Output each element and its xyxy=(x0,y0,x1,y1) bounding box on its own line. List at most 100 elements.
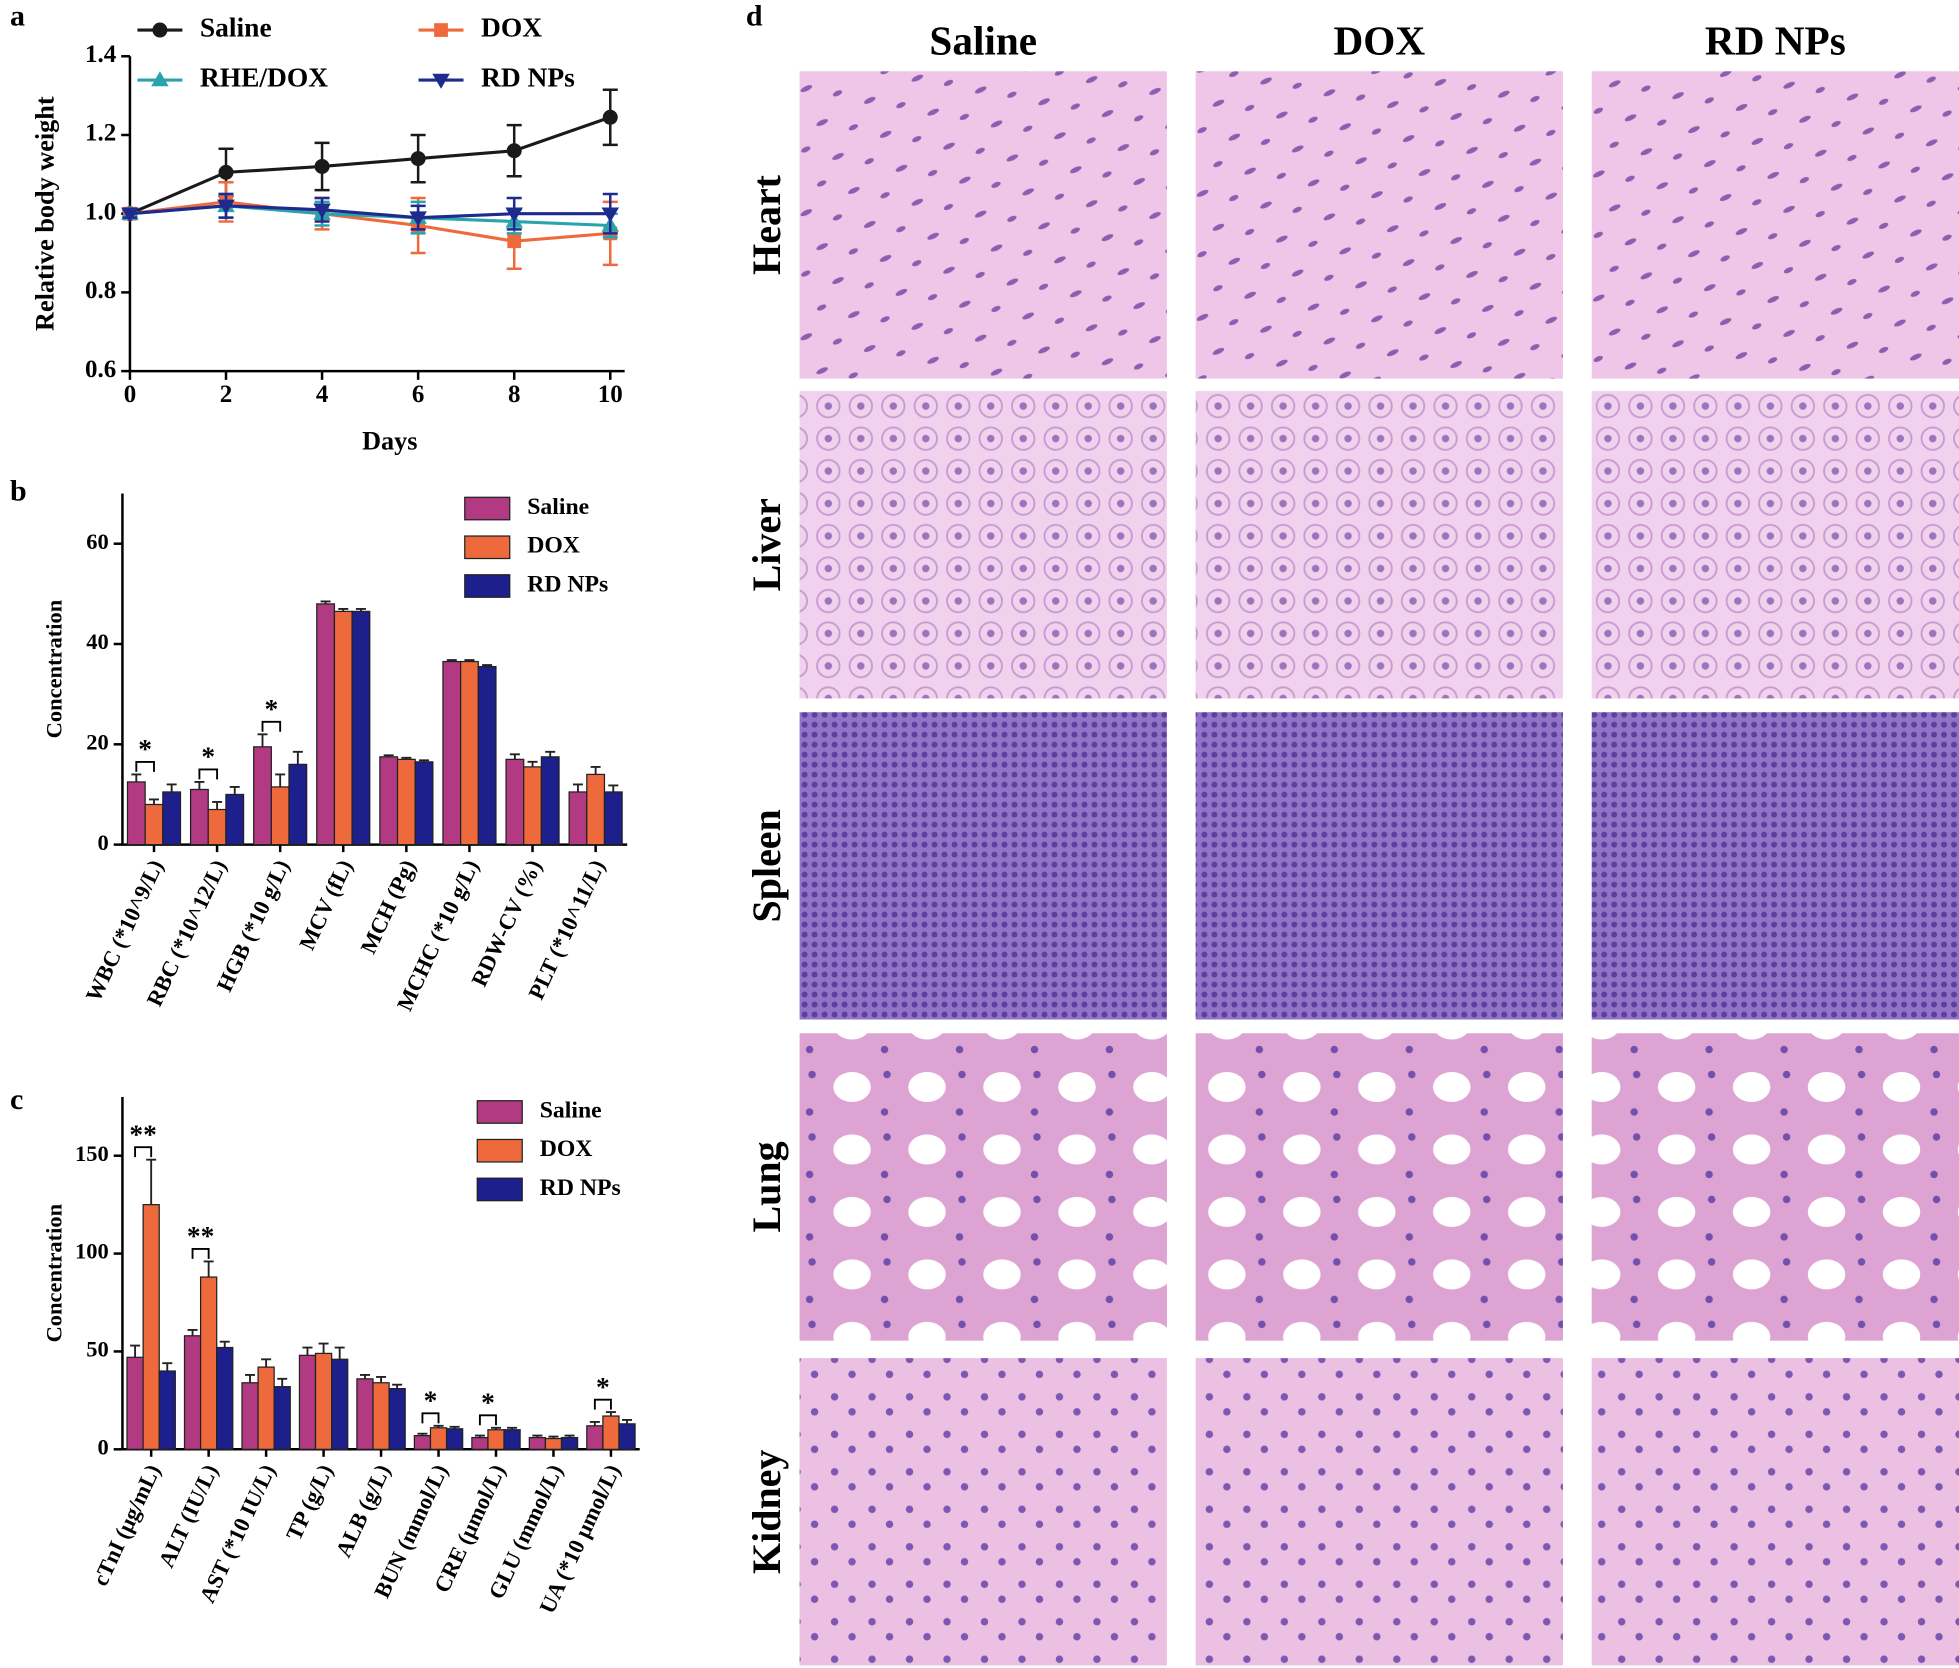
series-line xyxy=(129,200,611,243)
histology-image xyxy=(1195,712,1563,1020)
marker xyxy=(121,207,139,223)
bar xyxy=(568,791,588,846)
error-bar xyxy=(605,1411,616,1417)
error-bar xyxy=(131,773,142,782)
error-bar xyxy=(261,1358,272,1368)
y-tick-label: 60 xyxy=(86,529,108,554)
bar xyxy=(216,1346,234,1450)
bar xyxy=(603,791,623,846)
error-bar xyxy=(334,1346,345,1360)
error-bar xyxy=(194,780,205,790)
column-header: DOX xyxy=(1333,17,1425,63)
legend-label: DOX xyxy=(540,1136,593,1162)
significance-label: * xyxy=(596,1372,610,1402)
significance-bracket xyxy=(135,760,155,772)
panel-label: d xyxy=(746,0,763,33)
y-tick-label: 1.2 xyxy=(85,120,116,147)
marker xyxy=(152,22,168,38)
error-bar xyxy=(417,1432,428,1436)
error-bar xyxy=(507,1426,518,1430)
significance-bracket xyxy=(198,768,219,780)
marker xyxy=(217,199,235,215)
bar xyxy=(270,786,290,846)
bar xyxy=(356,1378,374,1450)
error-bar xyxy=(482,664,493,667)
histology-image xyxy=(1591,1358,1959,1666)
significance-label: ** xyxy=(129,1119,156,1149)
error-bar xyxy=(212,801,223,810)
error-bar xyxy=(509,753,520,760)
legend-swatch xyxy=(464,535,511,560)
y-tick-label: 20 xyxy=(86,729,108,754)
marker xyxy=(506,143,522,159)
x-tick-label: MCV (fL) xyxy=(294,856,357,954)
bar xyxy=(351,610,371,846)
bar xyxy=(253,746,272,846)
error-bar xyxy=(302,1346,313,1356)
bar xyxy=(396,758,416,846)
significance-label: * xyxy=(201,742,215,772)
marker xyxy=(218,164,234,180)
marker xyxy=(410,151,426,167)
bar xyxy=(471,1436,489,1450)
column-header: Saline xyxy=(929,17,1037,63)
histology-image xyxy=(799,712,1167,1020)
x-tick-label: 8 xyxy=(508,381,520,408)
bar xyxy=(314,1352,333,1450)
error-bar xyxy=(359,1373,370,1379)
row-label: Kidney xyxy=(744,1450,789,1574)
histology-image xyxy=(1591,1033,1959,1341)
legend-label: Saline xyxy=(540,1097,602,1123)
error-bar xyxy=(338,607,349,612)
y-tick-label: 0.6 xyxy=(85,356,116,383)
error-bar xyxy=(532,1434,543,1438)
error-bar xyxy=(187,1328,198,1336)
bar xyxy=(372,1382,390,1450)
x-tick-label: 0 xyxy=(124,381,136,408)
significance-label: * xyxy=(424,1386,438,1416)
y-axis-label: Concentration xyxy=(41,1203,66,1342)
histology-image xyxy=(1195,1033,1563,1341)
marker xyxy=(505,207,523,223)
legend-label: RD NPs xyxy=(527,571,608,597)
bar xyxy=(503,1429,521,1450)
marker xyxy=(434,23,448,37)
bar xyxy=(144,803,164,846)
legend-label: RHE/DOX xyxy=(200,62,328,92)
legend-swatch xyxy=(464,574,511,598)
error-bar xyxy=(275,773,286,787)
legend-swatch xyxy=(464,496,511,521)
legend-label: RD NPs xyxy=(540,1175,621,1201)
bar xyxy=(618,1423,636,1450)
error-bar xyxy=(318,1342,329,1354)
y-tick-label: 0 xyxy=(97,1434,108,1459)
bar xyxy=(544,1437,563,1450)
y-tick-label: 0.8 xyxy=(85,277,116,304)
significance-bracket xyxy=(134,1146,153,1158)
x-tick-label: 2 xyxy=(220,381,232,408)
histology-image xyxy=(1591,391,1959,699)
legend-swatch xyxy=(476,1177,523,1202)
x-tick-label: 10 xyxy=(598,381,623,408)
bar xyxy=(413,1434,432,1450)
y-tick-label: 100 xyxy=(75,1239,109,1264)
error-bar xyxy=(564,1434,575,1438)
bar xyxy=(162,791,182,846)
row-label: Liver xyxy=(744,498,789,591)
panel-label: a xyxy=(10,0,25,33)
legend-label: Saline xyxy=(527,494,589,520)
marker xyxy=(601,207,620,223)
histology-image xyxy=(1591,71,1959,379)
error-bar xyxy=(608,784,619,792)
error-bar xyxy=(622,1419,633,1424)
bar xyxy=(241,1382,259,1450)
bar xyxy=(388,1388,406,1450)
bar xyxy=(142,1204,160,1450)
error-bar xyxy=(446,659,457,662)
bar xyxy=(379,756,399,846)
error-bar xyxy=(474,1434,485,1438)
x-tick-label: cTnI (μg/mL) xyxy=(87,1461,165,1590)
y-tick-label: 40 xyxy=(86,629,108,654)
error-bar xyxy=(162,1362,173,1372)
error-bar xyxy=(229,786,240,795)
